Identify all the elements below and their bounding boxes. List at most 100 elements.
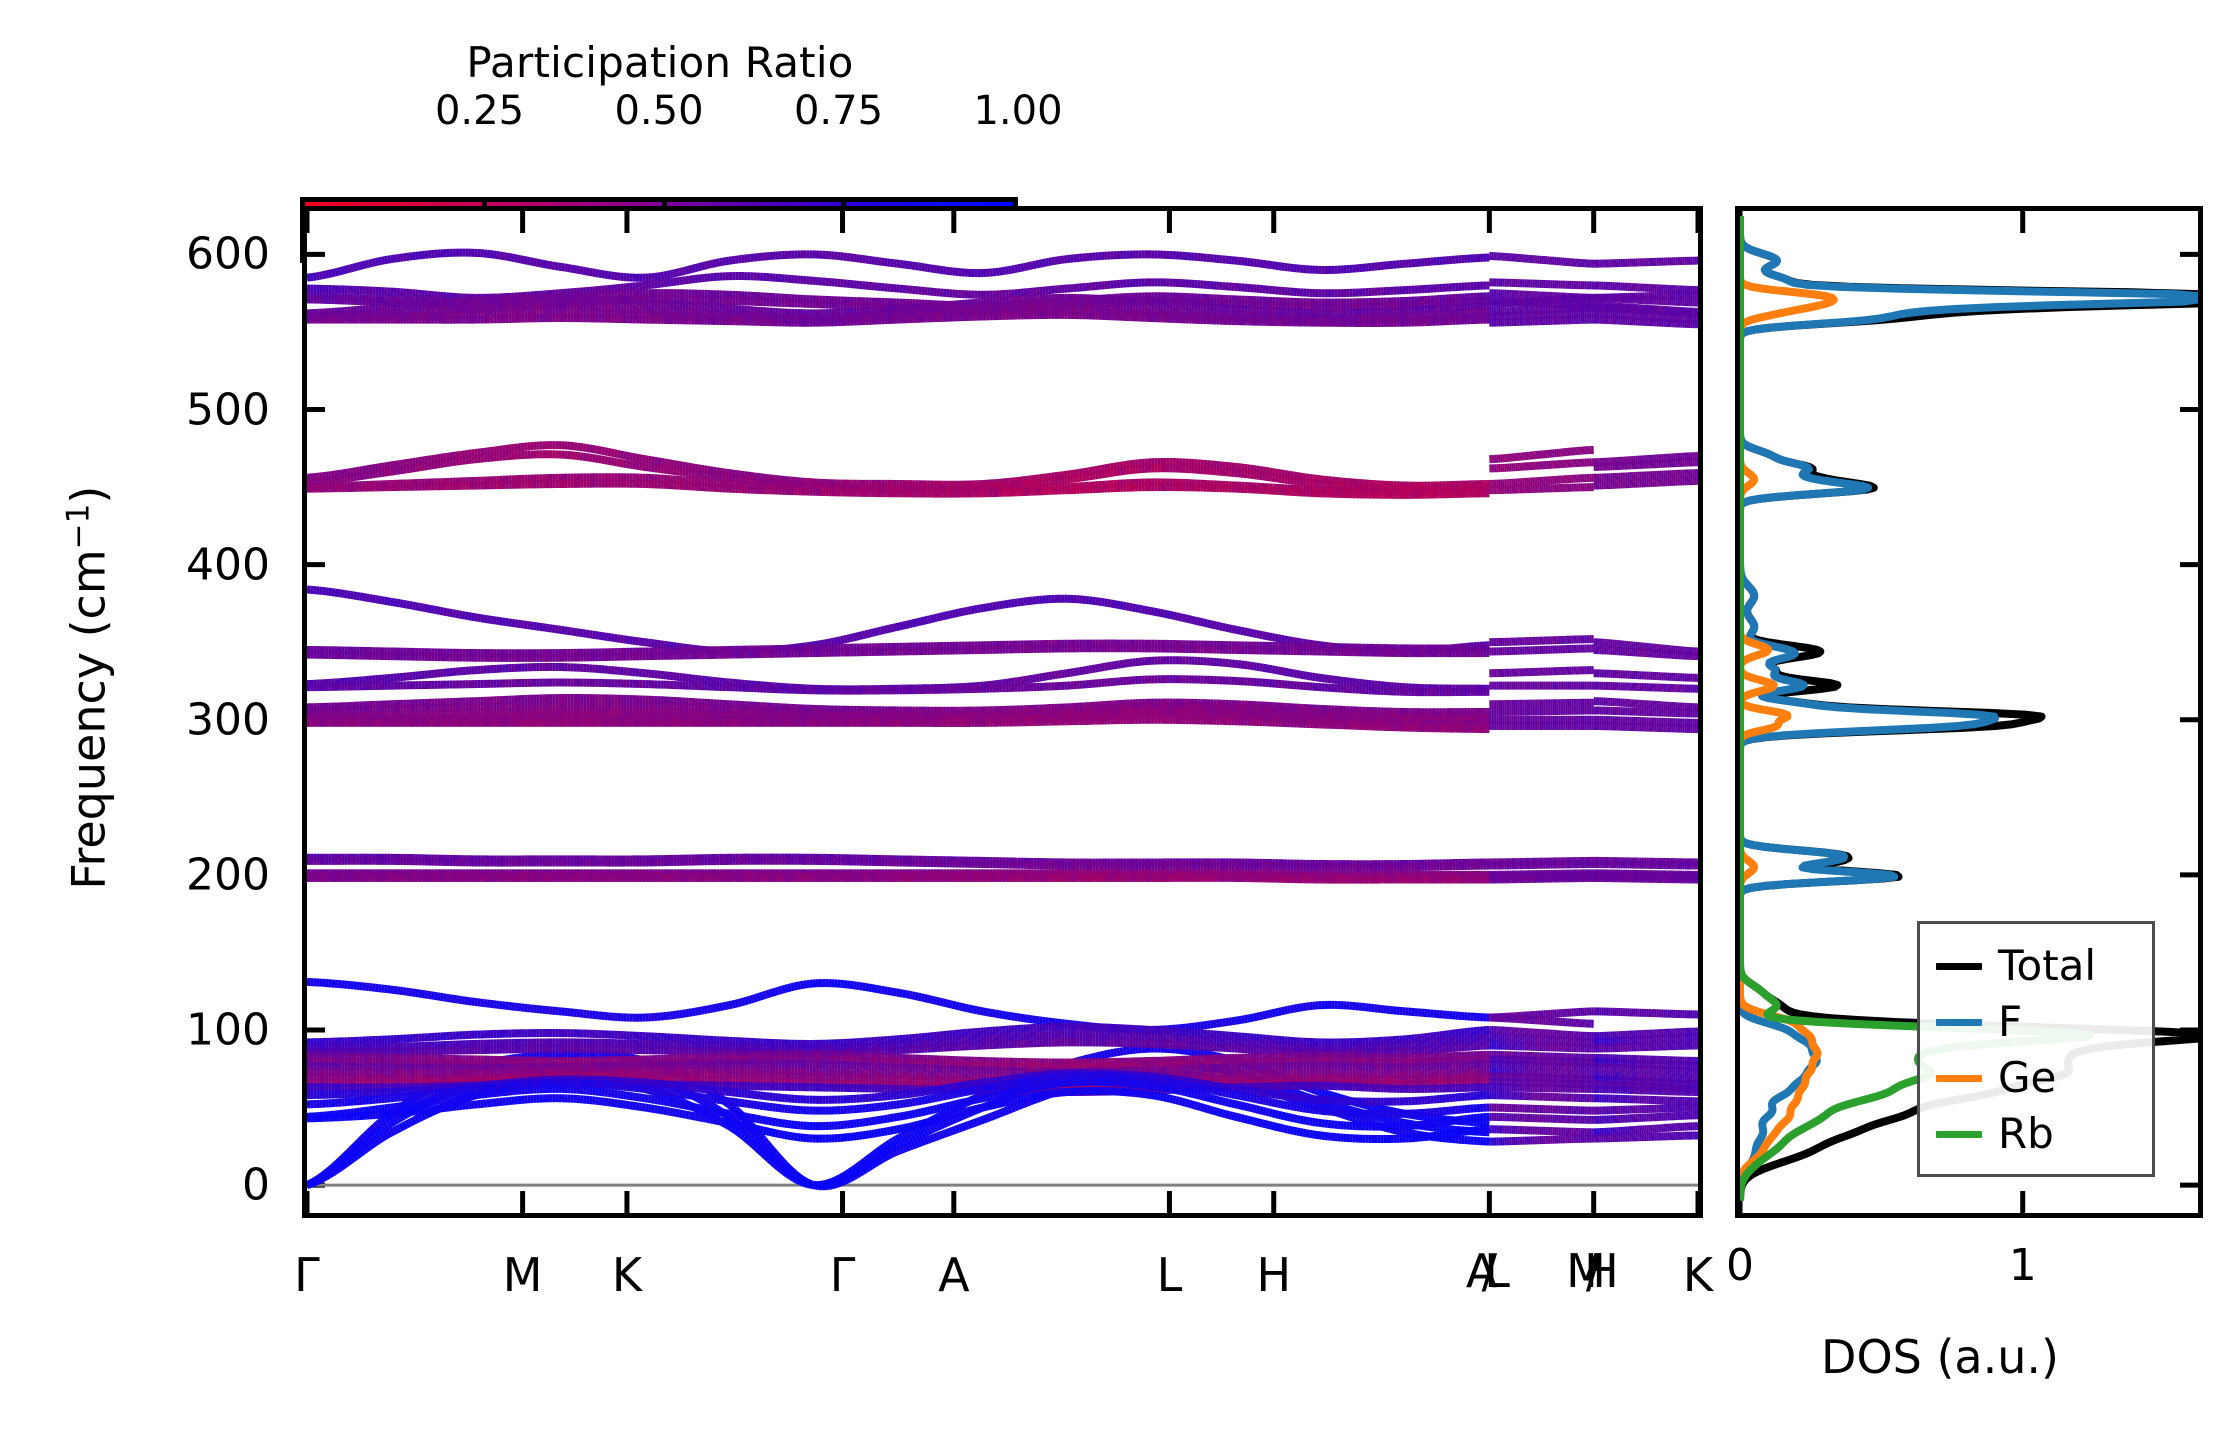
phonon-band-segment: [1268, 467, 1273, 476]
phonon-band-segment: [349, 467, 355, 477]
phonon-band-segment: [1032, 260, 1038, 270]
y-axis-tick-label: 400: [110, 539, 270, 590]
phonon-band-segment: [1026, 261, 1031, 271]
phonon-band-segment: [691, 463, 696, 472]
y-axis-tick-label: 600: [110, 229, 270, 280]
phonon-band-segment: [1044, 258, 1050, 267]
phonon-band-segment: [377, 256, 383, 266]
phonon-band-segment: [622, 451, 628, 460]
phonon-band-segment: [374, 463, 380, 472]
phonon-band-segment: [538, 259, 544, 268]
phonon-band-segment: [1079, 468, 1084, 477]
phonon-band-segment: [588, 444, 594, 453]
phonon-band-segment: [694, 463, 699, 473]
phonon-band-segment: [591, 445, 597, 454]
phonon-band-segment: [594, 269, 600, 278]
phonon-band-segment: [681, 266, 687, 276]
phonon-band-segment: [613, 457, 619, 467]
phonon-band-segment: [678, 267, 684, 277]
phonon-band-segment: [693, 263, 700, 273]
phonon-band-segment: [719, 257, 724, 267]
phonon-band-segment: [616, 449, 622, 459]
phonon-band-segment: [418, 462, 423, 472]
phonon-band-segment: [504, 252, 510, 261]
phonon-band-segment: [582, 266, 588, 276]
phonon-band-segment: [703, 465, 708, 474]
phonon-band-segment: [591, 454, 597, 463]
phonon-band-segment: [1091, 466, 1096, 475]
phonon-band-segment: [371, 258, 377, 267]
phonon-band-segment: [601, 446, 606, 456]
phonon-band-segment: [672, 269, 678, 278]
phonon-band-segment: [545, 260, 550, 269]
colorbar-tick-label: 1.00: [973, 88, 1062, 134]
phonon-band-segment: [327, 269, 333, 278]
colorbar-title: Participation Ratio: [300, 38, 1020, 87]
phonon-band-segment: [421, 462, 426, 471]
phonon-band-segment: [1097, 465, 1103, 474]
phonon-band-segment: [638, 454, 643, 463]
x-axis-tick-label: M: [503, 1248, 543, 1302]
phonon-band-segment: [1271, 468, 1276, 477]
phonon-band-segment: [377, 462, 383, 472]
phonon-band-segment: [551, 261, 556, 270]
phonon-band-segment: [535, 258, 541, 268]
phonon-band-segment: [520, 255, 526, 264]
phonon-band-segment: [681, 461, 687, 471]
phonon-band-segment: [380, 256, 386, 265]
phonon-band-segment: [567, 264, 572, 273]
phonon-band-segment: [1004, 266, 1010, 275]
phonon-band-segment: [1094, 465, 1100, 475]
phonon-band-segment: [684, 462, 690, 471]
phonon-band-segment: [542, 259, 547, 269]
phonon-band-segment: [706, 260, 712, 269]
phonon-band-segment: [511, 253, 516, 263]
phonon-band-segment: [355, 262, 361, 271]
phonon-band-segment: [607, 448, 612, 457]
phonon-band-segment: [361, 260, 367, 270]
phonon-band-segment: [514, 254, 519, 263]
phonon-band-segment: [1280, 469, 1286, 479]
phonon-band-segment: [1290, 471, 1295, 480]
phonon-band-segment: [688, 462, 693, 472]
phonon-band-segment: [333, 267, 339, 277]
phonon-band-segment: [684, 265, 690, 275]
phonon-band-segment: [1088, 466, 1093, 476]
band-structure-panel: [302, 206, 1703, 1218]
phonon-band-segment: [598, 455, 603, 464]
phonon-band-segment: [1029, 261, 1035, 270]
phonon-band-segment: [675, 268, 681, 277]
x-axis-tick-label: A: [938, 1248, 969, 1302]
phonon-band-segment: [576, 265, 581, 275]
phonon-band-segment: [321, 270, 327, 280]
x-axis-tick-label: K: [1683, 1248, 1713, 1302]
phonon-band-segment: [625, 460, 631, 469]
phonon-band-segment: [672, 460, 677, 469]
phonon-band-segment: [663, 271, 668, 280]
phonon-band-segment: [594, 445, 600, 455]
phonon-band-segment: [647, 455, 653, 465]
phonon-band-segment: [517, 254, 522, 264]
phonon-band-segment: [1116, 461, 1121, 471]
phonon-band-segment: [709, 259, 715, 269]
phonon-band-segment: [523, 256, 529, 265]
phonon-band-segment: [563, 263, 569, 272]
phonon-band-segment: [359, 466, 364, 475]
phonon-band-segment: [619, 459, 625, 468]
phonon-band-segment: [585, 267, 591, 276]
phonon-band-segment: [526, 256, 532, 266]
x-axis-tick-label: Γ: [294, 1248, 320, 1302]
phonon-band-segment: [697, 464, 702, 473]
phonon-band-segment: [619, 450, 625, 460]
phonon-band-segment: [340, 266, 346, 275]
phonon-band-segment: [625, 451, 631, 461]
phonon-band-segment: [610, 457, 615, 466]
phonon-band-segment: [383, 255, 389, 265]
phonon-band-segment: [632, 453, 637, 462]
phonon-band-segment: [573, 265, 578, 274]
phonon-band-segment: [675, 460, 681, 470]
phonon-band-segment: [632, 461, 637, 470]
phonon-band-segment: [1103, 463, 1109, 473]
phonon-band-segment: [641, 454, 646, 464]
